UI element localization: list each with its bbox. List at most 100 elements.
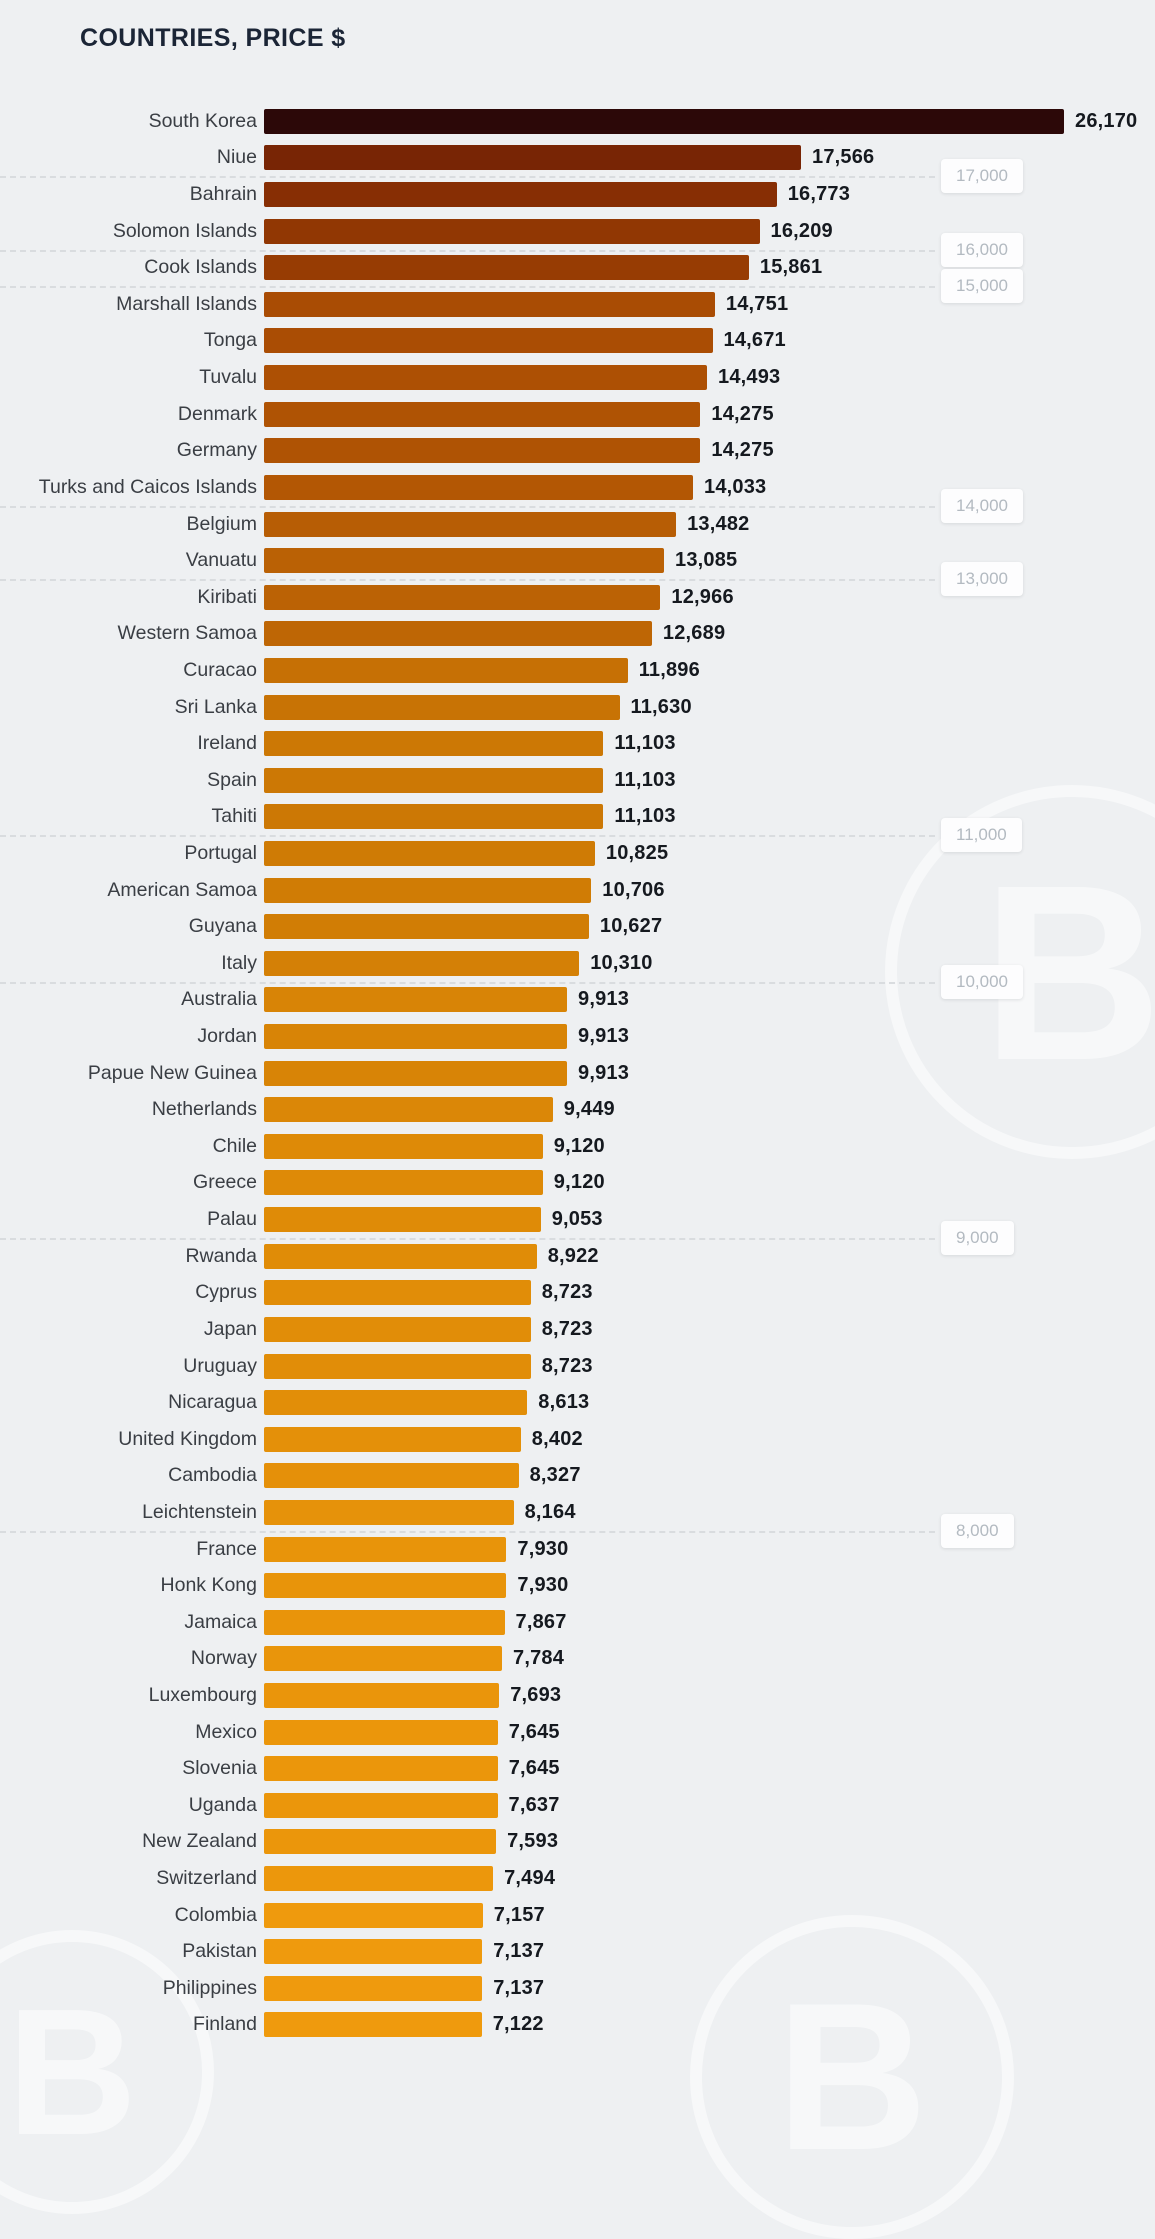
bar[interactable] <box>264 511 677 537</box>
bar-row: Finland 7,122 <box>0 2007 1155 2044</box>
bar[interactable] <box>264 1024 567 1050</box>
bar-track: 8,327 <box>264 1458 1155 1495</box>
bar[interactable] <box>264 1866 494 1892</box>
bar-track: 9,913 <box>264 982 1155 1019</box>
axis-tick-label: 16,000 <box>941 232 1023 267</box>
bar[interactable] <box>264 1939 483 1965</box>
bar[interactable] <box>264 987 567 1013</box>
value-label: 9,053 <box>551 1208 603 1231</box>
value-label: 7,930 <box>517 1574 569 1597</box>
bar-row: Tahiti 11,103 <box>0 799 1155 836</box>
bar-row: Tonga 14,671 <box>0 323 1155 360</box>
bar[interactable] <box>264 1097 553 1123</box>
bar-track: 14,751 <box>264 286 1155 323</box>
bar-track: 13,085 <box>264 542 1155 579</box>
bar[interactable] <box>264 1792 498 1818</box>
country-label: Tonga <box>203 329 257 352</box>
bar[interactable] <box>264 474 693 500</box>
bar[interactable] <box>264 950 580 976</box>
bar[interactable] <box>264 291 715 317</box>
bar-track: 7,693 <box>264 1677 1155 1714</box>
bar-row: Leichtenstein 8,164 <box>0 1494 1155 1531</box>
bar-track: 15,861 <box>264 249 1155 286</box>
bar[interactable] <box>264 840 595 866</box>
bar[interactable] <box>264 1207 541 1233</box>
bar-track: 11,103 <box>264 762 1155 799</box>
bar[interactable] <box>264 914 589 940</box>
bar[interactable] <box>264 182 777 208</box>
bar[interactable] <box>264 328 713 354</box>
bar[interactable] <box>264 877 592 903</box>
bar[interactable] <box>264 694 620 720</box>
country-label: Luxembourg <box>148 1684 257 1706</box>
bar[interactable] <box>264 1609 505 1635</box>
value-label: 8,613 <box>538 1391 590 1414</box>
bar[interactable] <box>264 108 1064 134</box>
bar-row: Cook Islands 15,861 <box>0 249 1155 286</box>
bar[interactable] <box>264 767 604 793</box>
bar-track: 14,275 <box>264 432 1155 469</box>
bar[interactable] <box>264 1280 531 1306</box>
bar[interactable] <box>264 1353 531 1379</box>
bar[interactable] <box>264 1829 497 1855</box>
bar[interactable] <box>264 1536 507 1562</box>
country-label: Mexico <box>195 1720 257 1743</box>
bar[interactable] <box>264 1975 483 2001</box>
bar[interactable] <box>264 1902 483 1928</box>
bar-row: Australia 9,913 <box>0 982 1155 1019</box>
value-label: 7,157 <box>493 1903 545 1926</box>
bar-row: Pakistan 7,137 <box>0 1933 1155 1970</box>
country-label: Honk Kong <box>160 1574 257 1597</box>
bar-row: Bahrain 16,773 <box>0 176 1155 213</box>
bar[interactable] <box>264 2012 482 2038</box>
bar[interactable] <box>264 1463 519 1489</box>
country-label: Cambodia <box>168 1464 257 1487</box>
bar-track: 26,170 <box>264 103 1155 140</box>
bar[interactable] <box>264 1756 498 1782</box>
bar[interactable] <box>264 218 760 244</box>
country-label: Belgium <box>186 512 257 535</box>
bar[interactable] <box>264 255 749 281</box>
bar[interactable] <box>264 1426 521 1452</box>
bar[interactable] <box>264 365 707 391</box>
bar[interactable] <box>264 548 664 574</box>
bar[interactable] <box>264 1316 531 1342</box>
bar-track: 7,645 <box>264 1750 1155 1787</box>
value-label: 8,327 <box>529 1464 581 1487</box>
country-label: Philippines <box>162 1976 257 1999</box>
bar-track: 7,494 <box>264 1860 1155 1897</box>
bar-track: 16,773 <box>264 176 1155 213</box>
bar-track: 14,493 <box>264 359 1155 396</box>
bar[interactable] <box>264 401 701 427</box>
bar[interactable] <box>264 621 652 647</box>
bar[interactable] <box>264 1573 507 1599</box>
bar[interactable] <box>264 438 701 464</box>
bar[interactable] <box>264 804 604 830</box>
country-label: Australia <box>181 988 257 1011</box>
gridline <box>0 249 935 252</box>
value-label: 12,966 <box>671 585 734 608</box>
bar[interactable] <box>264 1719 498 1745</box>
bar[interactable] <box>264 1390 528 1416</box>
axis-tick-label: 9,000 <box>941 1221 1014 1256</box>
bar[interactable] <box>264 1060 567 1086</box>
bar[interactable] <box>264 1499 514 1525</box>
bar[interactable] <box>264 1170 543 1196</box>
bar[interactable] <box>264 1683 500 1708</box>
value-label: 9,449 <box>563 1098 615 1121</box>
bar[interactable] <box>264 1243 537 1269</box>
bar[interactable] <box>264 145 801 171</box>
country-label: Portugal <box>184 841 257 864</box>
bar[interactable] <box>264 1646 502 1672</box>
bar-track: 8,164 <box>264 1494 1155 1531</box>
value-label: 10,825 <box>605 841 669 864</box>
bar-track: 7,637 <box>264 1787 1155 1824</box>
gridline <box>0 176 935 179</box>
chart-title: COUNTRIES, PRICE $ <box>80 24 346 52</box>
bar-track: 7,593 <box>264 1824 1155 1861</box>
bar[interactable] <box>264 731 604 757</box>
bar[interactable] <box>264 1133 543 1159</box>
bar[interactable] <box>264 657 628 683</box>
value-label: 13,085 <box>675 549 738 572</box>
bar[interactable] <box>264 584 661 610</box>
